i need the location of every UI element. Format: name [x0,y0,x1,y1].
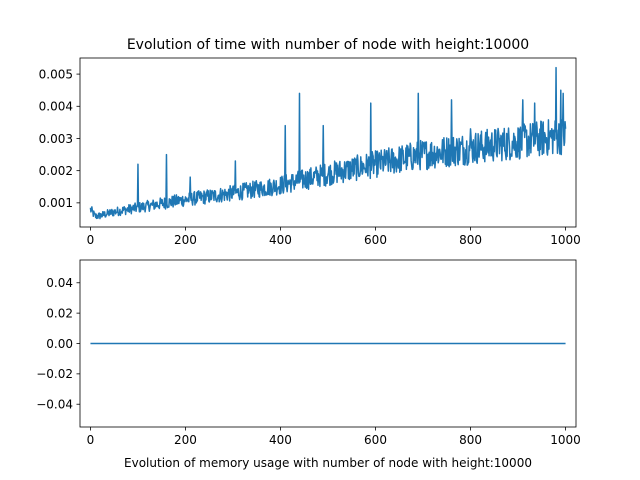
top-series-line-0 [89,66,567,220]
bottom-y-tick-label: −0.04 [36,398,73,412]
bottom-x-tick-label: 400 [269,433,292,447]
top-x-tick-label: 1000 [550,233,581,247]
top-x-tick-label: 200 [174,233,197,247]
top-y-tick-label: 0.003 [39,132,73,146]
top-x-tick-label: 600 [364,233,387,247]
bottom-chart: 0 200 400 600 800 10000.040.020.00−0.02−0.04 … [36,259,581,470]
bottom-x-tick-label: 0 [87,433,95,447]
top-chart-title: Evolution of time with number of node wi… [127,37,529,53]
top-chart-axes: 0 200 400 600 800 1000 0.001 0.002 0.003 0.004 0.0… [39,57,581,247]
top-y-tick-label: 0.005 [39,67,73,81]
bottom-x-tick-label: 200 [174,433,197,447]
top-x-tick-label: 400 [269,233,292,247]
bottom-chart-xlabel: Evolution of memory usage with number of… [124,456,532,470]
bottom-x-tick-label: 600 [364,433,387,447]
bottom-x-tick-label: 1000 [550,433,581,447]
top-chart-plot-area [89,66,567,220]
bottom-x-tick-label: 800 [459,433,482,447]
top-chart: Evolution of time with number of node wi… [39,37,581,247]
top-y-tick-label: 0.004 [39,100,73,114]
bottom-chart-axes: 0 200 400 600 800 1000 0.04 0.02 0.00 −0.02 −0.04 [36,259,581,447]
top-x-tick-label: 800 [459,233,482,247]
top-axes-frame [79,57,577,228]
top-y-tick-label: 0.001 [39,196,73,210]
bottom-y-tick-label: 0.00 [46,337,73,351]
top-y-tick-label: 0.002 [39,164,73,178]
bottom-y-tick-label: −0.02 [36,367,73,381]
top-x-tick-label: 0 [87,233,95,247]
bottom-y-tick-label: 0.04 [46,276,73,290]
bottom-y-tick-label: 0.02 [46,306,73,320]
